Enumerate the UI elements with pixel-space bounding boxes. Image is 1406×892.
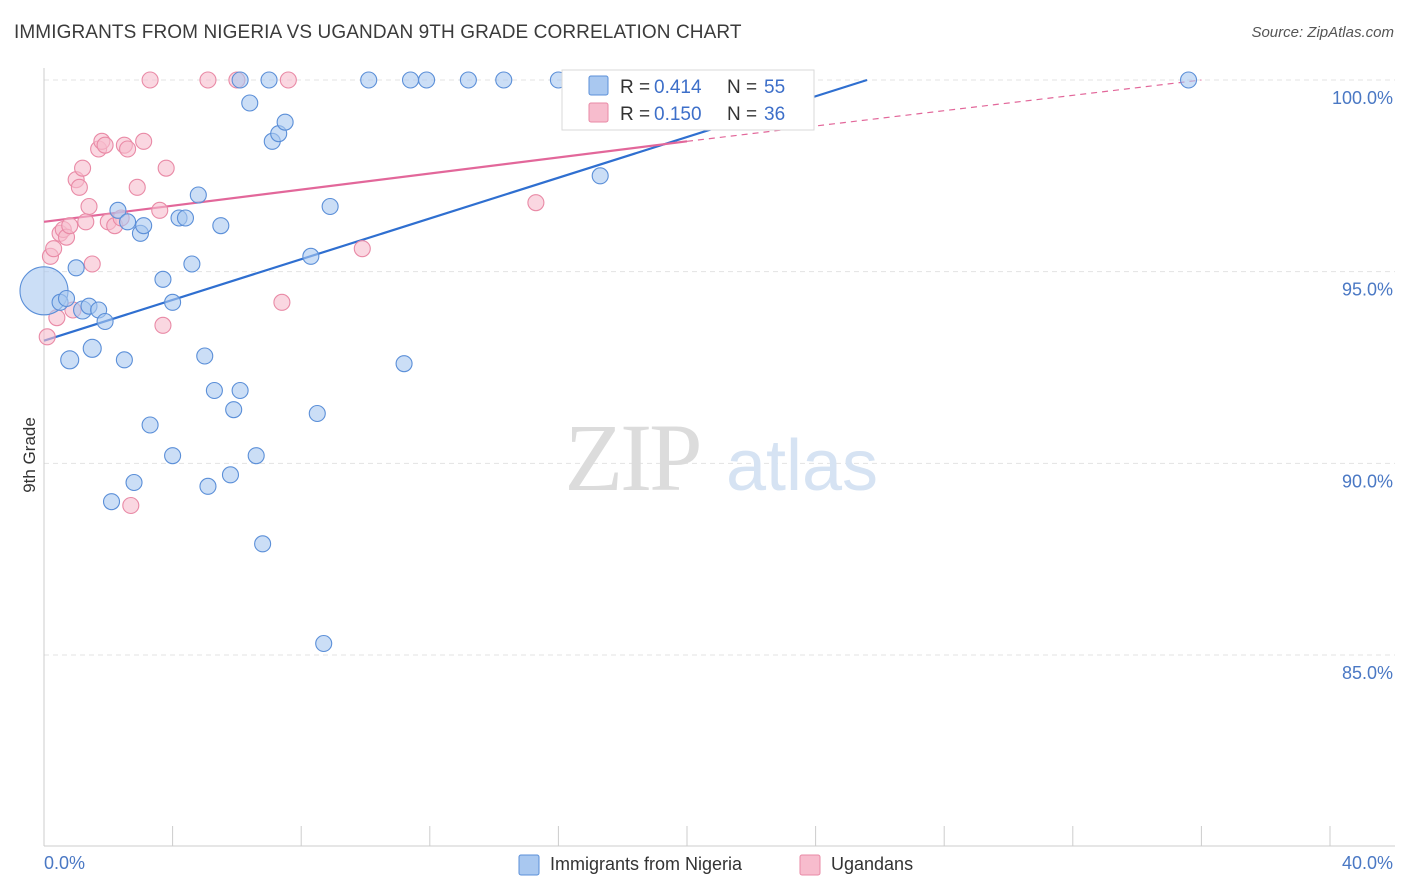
stats-legend: R = 0.414 N = 55 R = 0.150 N = 36 [561,69,815,131]
point-nigeria [591,167,609,185]
point-nigeria [225,401,243,419]
legend-r-value-ugandans: 0.150 [654,104,702,125]
point-nigeria [321,197,339,216]
legend-r-label-ugandans: R = [620,104,650,125]
point-nigeria [196,347,214,365]
point-ugandans [157,159,175,177]
point-nigeria [125,473,143,492]
point-ugandans [141,71,159,89]
y-axis-title: 9th Grade [20,417,39,493]
point-ugandans [38,328,56,346]
point-ugandans [154,316,172,334]
point-nigeria [164,447,182,465]
point-nigeria [102,493,121,511]
point-nigeria [254,535,272,553]
point-nigeria [189,186,207,204]
bottom-legend: Immigrants from Nigeria Ugandans [518,854,913,876]
x-tick-label-min: 0.0% [44,853,85,873]
legend-r-label-nigeria: R = [620,77,650,98]
bottom-legend-swatch-nigeria [518,854,540,876]
point-nigeria [115,351,133,369]
point-ugandans [273,293,291,311]
point-nigeria [164,293,182,311]
legend-n-value-ugandans: 36 [764,104,785,125]
point-nigeria [82,338,102,358]
y-tick-label: 90.0% [1342,471,1393,491]
point-nigeria [154,270,172,288]
point-ugandans [119,140,137,158]
watermark-atlas: atlas [726,426,878,506]
point-ugandans [151,201,169,219]
point-nigeria [495,71,513,89]
point-nigeria [141,416,159,434]
point-nigeria [96,312,114,331]
point-nigeria [231,71,249,89]
point-nigeria [315,634,333,653]
point-nigeria [67,259,85,277]
point-nigeria [57,289,76,308]
point-nigeria [205,381,223,400]
point-ugandans [128,178,146,196]
point-nigeria [1179,71,1198,89]
trend-line-dashed-ugandans [686,79,1202,142]
point-ugandans [279,71,297,89]
point-ugandans [96,136,114,154]
points-layer [19,71,1198,653]
point-ugandans [353,240,371,258]
watermark: ZIP atlas [565,404,879,511]
y-tick-label: 85.0% [1342,663,1393,683]
legend-swatch-ugandans [588,102,609,123]
source-label: Source: ZipAtlas.com [1251,24,1394,41]
point-nigeria [276,113,294,131]
point-nigeria [459,71,477,89]
bottom-legend-label-nigeria: Immigrants from Nigeria [550,854,743,874]
point-ugandans [122,496,140,515]
point-ugandans [45,240,63,258]
bottom-legend-label-ugandans: Ugandans [831,854,913,874]
x-tick-label-max: 40.0% [1342,853,1393,873]
legend-n-value-nigeria: 55 [764,77,785,98]
point-nigeria [401,71,420,89]
legend-n-label-ugandans: N = [727,104,757,125]
trend-line-ugandans [43,140,688,223]
point-nigeria [360,71,378,89]
legend-n-label-nigeria: N = [727,77,757,98]
point-nigeria [199,477,217,495]
point-nigeria [395,355,413,373]
point-nigeria [176,209,195,227]
point-nigeria [302,247,320,265]
legend-r-value-nigeria: 0.414 [654,77,702,98]
chart-title: IMMIGRANTS FROM NIGERIA VS UGANDAN 9TH G… [14,22,742,43]
legend-swatch-nigeria [588,75,609,96]
point-nigeria [247,447,265,465]
point-ugandans [77,213,95,231]
point-nigeria [418,71,436,89]
point-ugandans [74,159,92,177]
point-nigeria [241,94,259,112]
point-nigeria [119,213,137,231]
point-nigeria [221,466,240,484]
point-ugandans [83,255,101,273]
point-ugandans [527,194,545,212]
axis-layer: 100.0% 95.0% 90.0% 85.0% [43,68,1395,847]
point-nigeria [109,201,127,219]
point-nigeria [183,255,201,273]
point-ugandans [135,132,153,150]
point-nigeria [212,217,230,235]
point-nigeria [231,381,249,400]
point-ugandans [199,71,217,89]
point-nigeria [260,71,278,89]
point-ugandans [61,217,79,235]
point-ugandans [80,197,98,216]
point-ugandans [70,178,88,196]
y-tick-label: 95.0% [1342,280,1393,300]
bottom-legend-swatch-ugandans [799,854,821,876]
grid-layer [44,79,1395,656]
point-nigeria [135,217,153,235]
point-nigeria [308,404,326,423]
point-nigeria [60,350,80,370]
y-tick-label: 100.0% [1332,88,1393,108]
watermark-zip: ZIP [565,404,700,511]
